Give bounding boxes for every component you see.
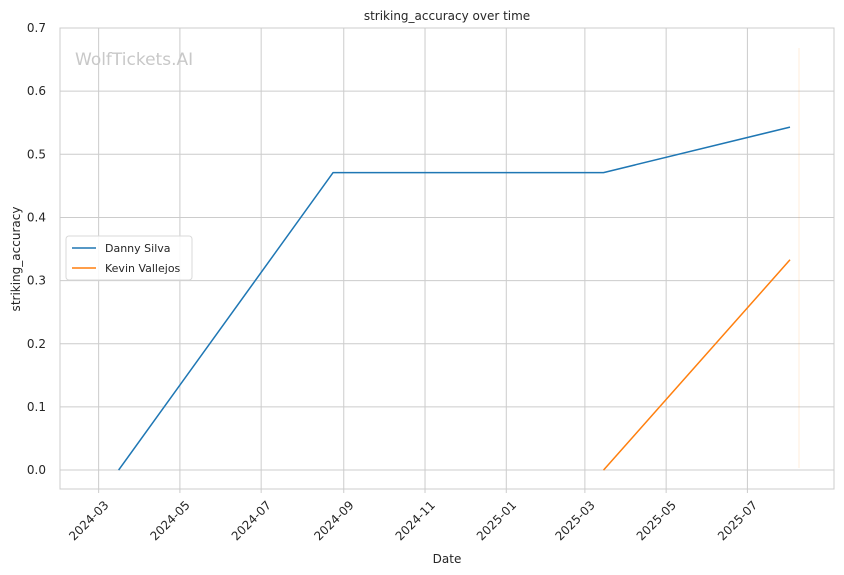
y-tick-label: 0.4	[27, 210, 46, 224]
legend-label-kevin-vallejos: Kevin Vallejos	[105, 262, 181, 275]
series-lines	[117, 126, 791, 471]
x-tick-label: 2024-05	[147, 498, 192, 543]
x-tick-label: 2025-03	[552, 498, 597, 543]
y-tick-label: 0.6	[27, 84, 46, 98]
y-tick-labels: 0.0 0.1 0.2 0.3 0.4 0.5 0.6 0.7	[27, 21, 46, 477]
y-tick-label: 0.2	[27, 337, 46, 351]
series-line-kevin-vallejos	[602, 259, 791, 471]
x-tick-label: 2024-07	[229, 498, 274, 543]
x-tick-label: 2024-11	[393, 498, 438, 543]
chart-title: striking_accuracy over time	[364, 9, 530, 23]
y-tick-label: 0.5	[27, 147, 46, 161]
legend-box	[65, 235, 193, 281]
y-axis-label: striking_accuracy	[9, 207, 23, 312]
y-tick-label: 0.0	[27, 463, 46, 477]
y-tick-label: 0.7	[27, 21, 46, 35]
legend-label-danny-silva: Danny Silva	[105, 242, 171, 255]
x-tick-label: 2025-01	[474, 498, 519, 543]
x-tick-labels: 2024-03 2024-05 2024-07 2024-09 2024-11 2025-…	[66, 498, 760, 543]
x-tick-label: 2024-09	[311, 498, 356, 543]
x-tick-label: 2025-07	[715, 498, 760, 543]
y-gridlines	[60, 27, 834, 471]
legend: Danny Silva Kevin Vallejos	[65, 235, 193, 281]
x-tick-label: 2024-03	[66, 498, 111, 543]
series-line-danny-silva	[117, 126, 791, 471]
x-axis-label: Date	[433, 552, 462, 566]
x-tick-label: 2025-05	[634, 498, 679, 543]
watermark: WolfTickets.AI	[75, 50, 193, 70]
x-gridlines	[98, 28, 748, 493]
y-tick-label: 0.1	[27, 400, 46, 414]
y-tick-label: 0.3	[27, 274, 46, 288]
